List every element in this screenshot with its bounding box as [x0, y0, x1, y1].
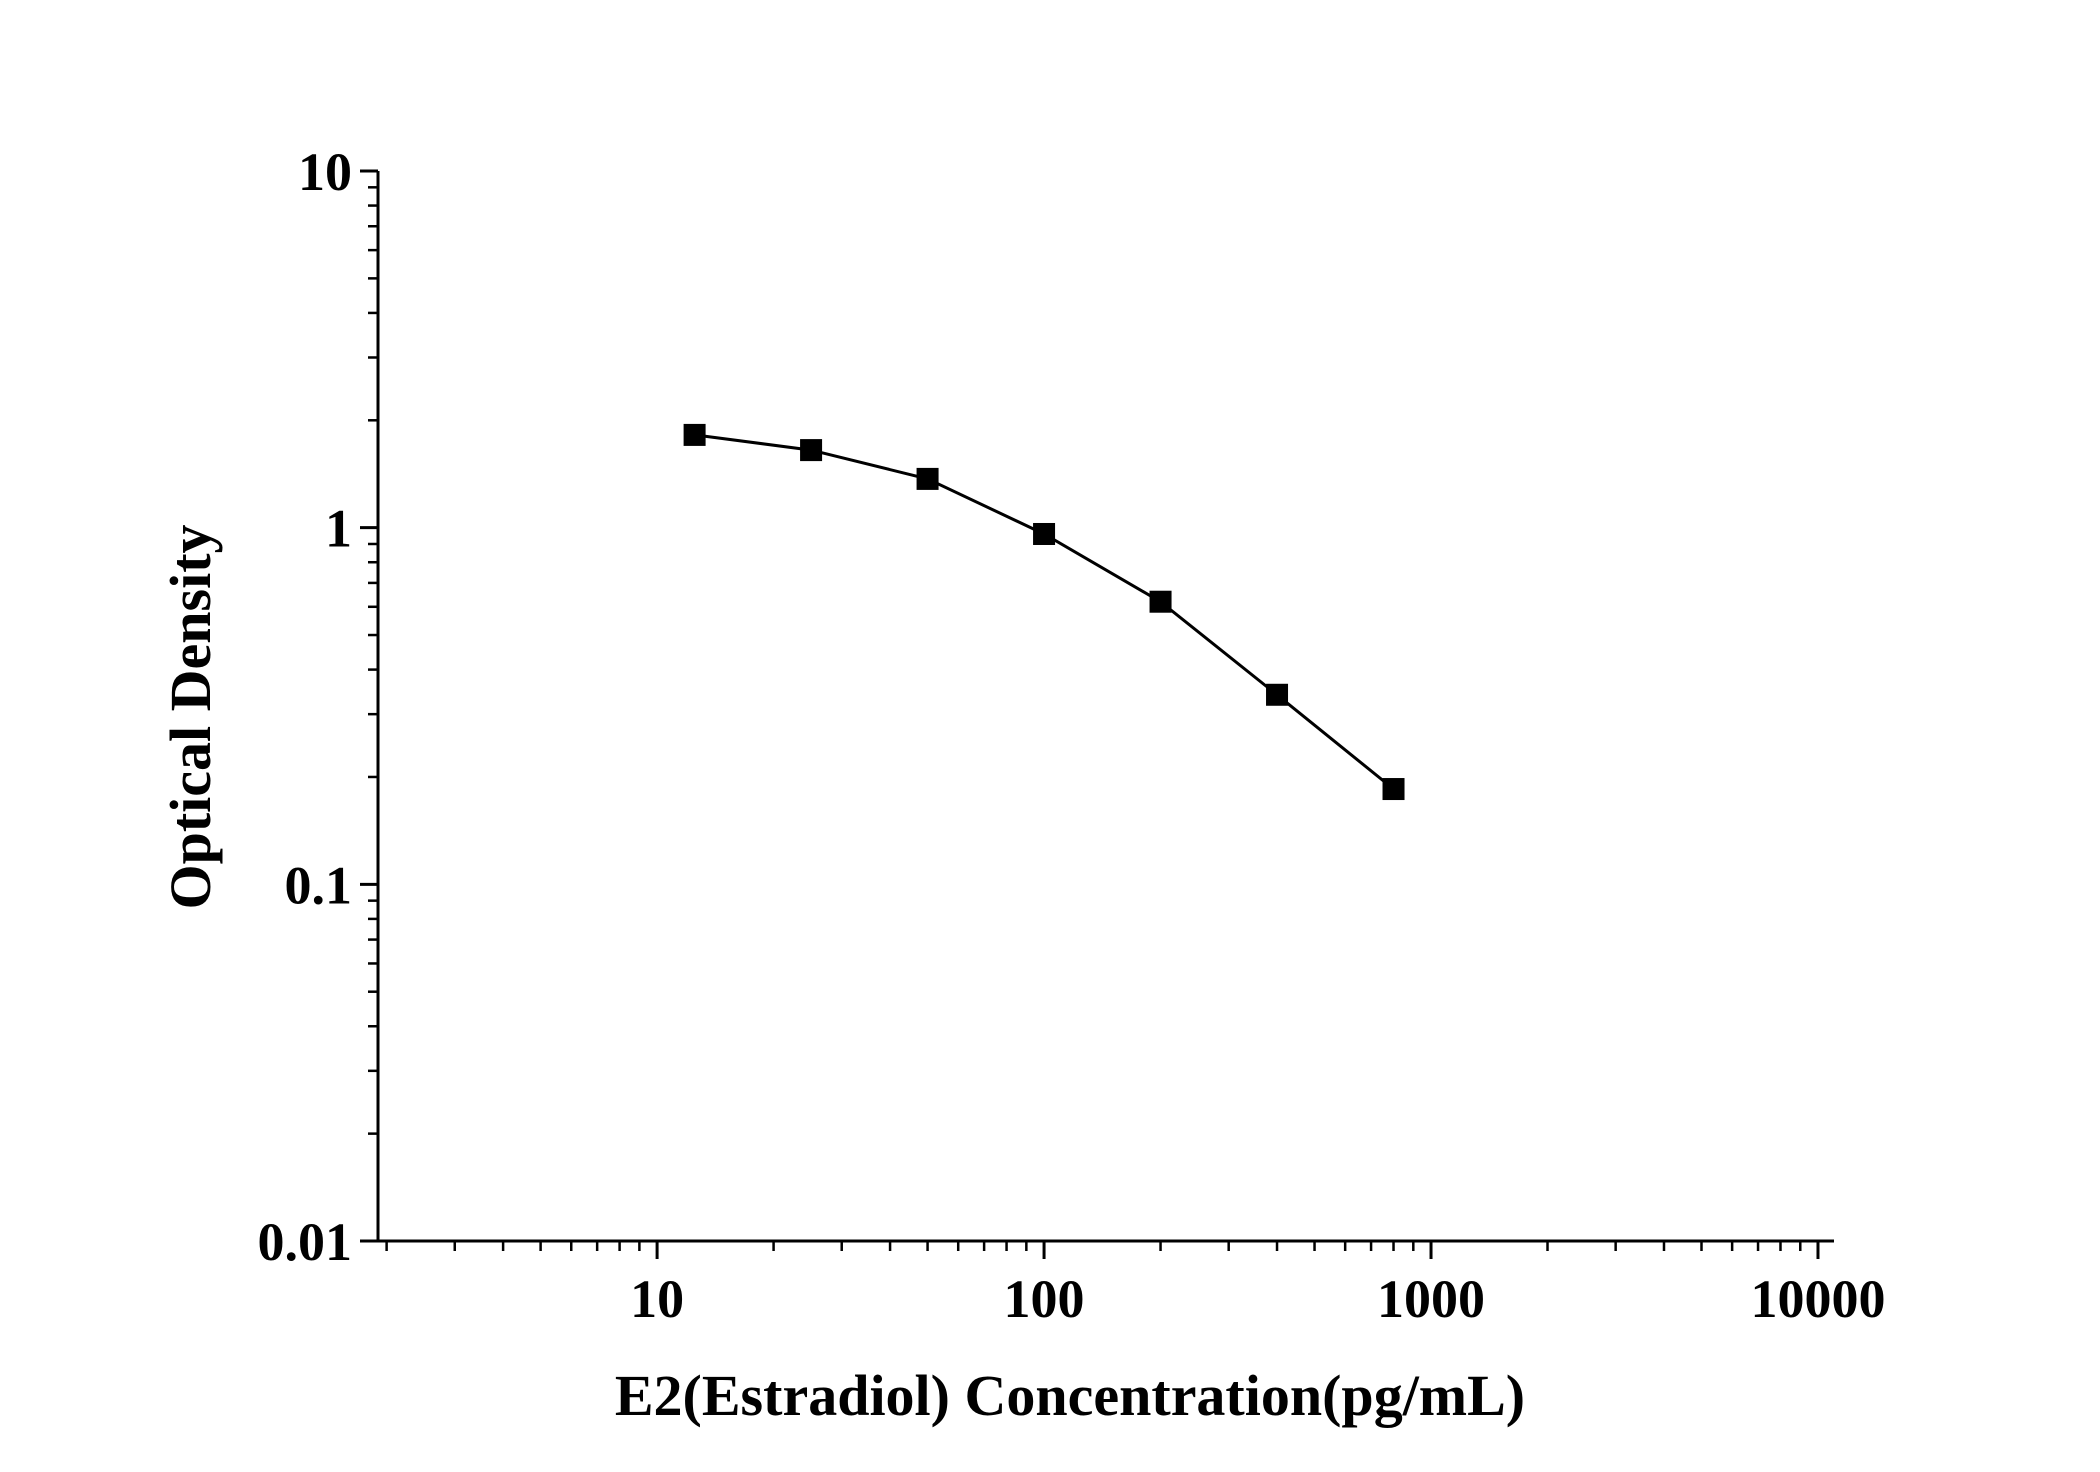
data-series: [683, 423, 1405, 801]
data-point-marker: [1266, 683, 1289, 706]
data-point-marker: [1382, 778, 1405, 801]
axis-ticks: [360, 169, 1820, 1259]
data-point-marker: [800, 439, 823, 462]
y-tick-label: 0.01: [258, 1212, 353, 1272]
series-line: [694, 433, 1395, 791]
axes: [376, 171, 1834, 1243]
data-point-marker: [1149, 590, 1172, 613]
x-axis-title: E2(Estradiol) Concentration(pg/mL): [615, 1363, 1525, 1428]
y-tick-label: 1: [325, 499, 352, 559]
y-tick-label: 0.1: [285, 855, 353, 915]
x-tick-label: 10000: [1750, 1269, 1885, 1329]
data-point-marker: [683, 423, 706, 446]
data-point-marker: [1033, 522, 1056, 545]
x-tick-label: 10: [630, 1269, 684, 1329]
data-point-marker: [916, 467, 939, 490]
tick-labels: 0.01 0.1 1 10 10 100 1000 10000: [258, 142, 1886, 1329]
y-axis-title: Optical Density: [158, 524, 223, 909]
x-tick-label: 1000: [1377, 1269, 1485, 1329]
x-tick-label: 100: [1004, 1269, 1085, 1329]
y-tick-label: 10: [298, 142, 352, 202]
